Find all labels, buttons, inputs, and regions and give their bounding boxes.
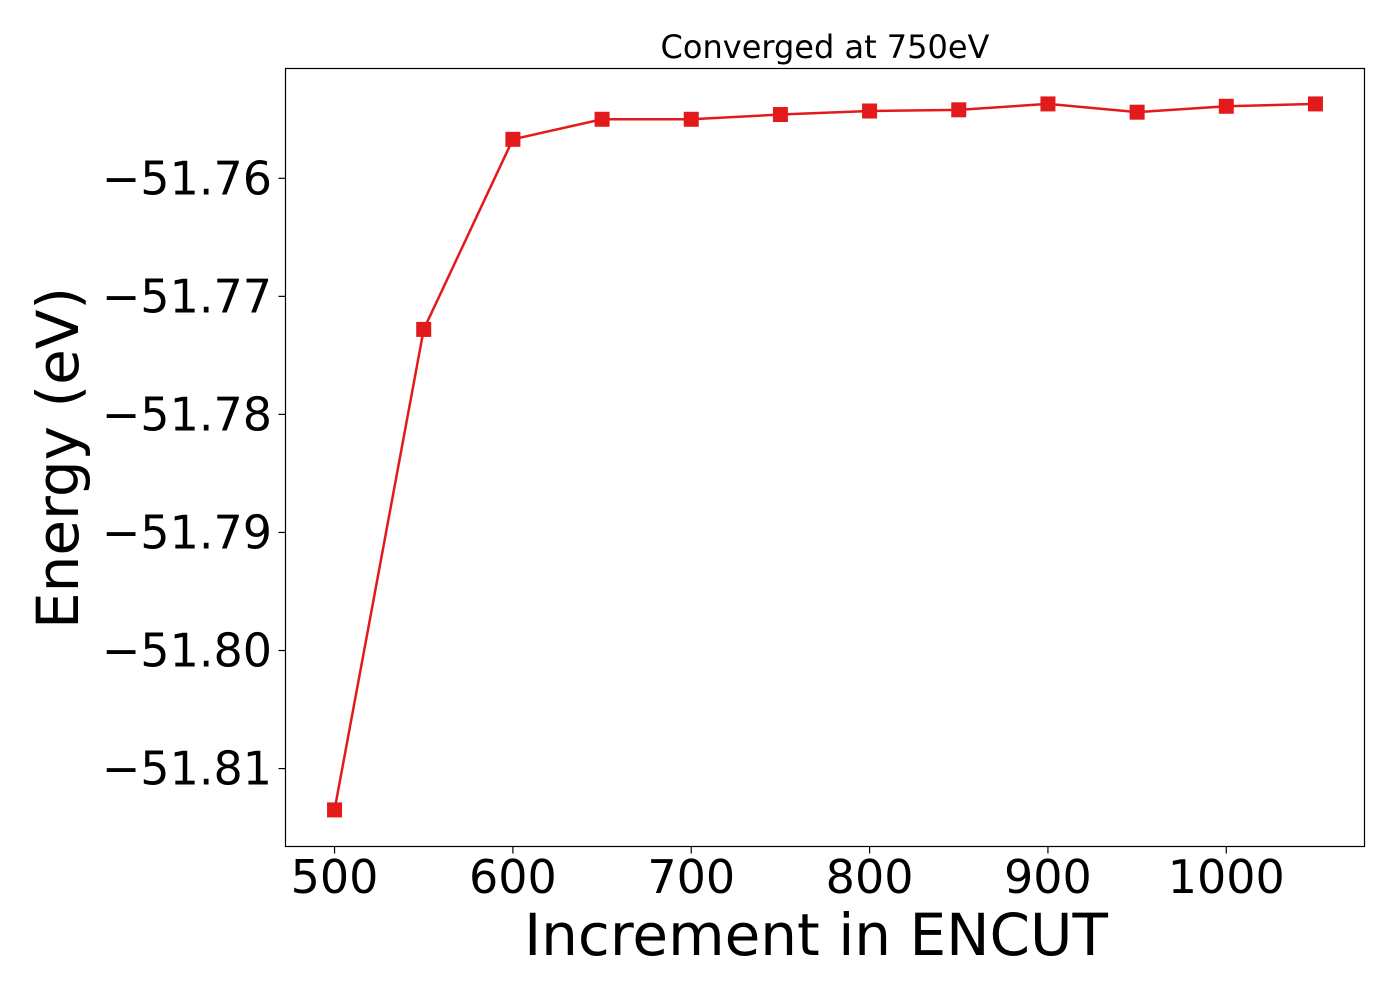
y-tick-label: −51.76 [102,151,272,205]
data-point-marker [862,103,878,119]
chart-title: Converged at 750eV [661,28,990,66]
x-tick-label: 900 [1004,850,1092,904]
x-axis-label: Increment in ENCUT [524,901,1108,969]
x-tick-label: 800 [826,850,914,904]
data-point-marker [594,111,610,127]
data-point-marker [1307,96,1323,112]
y-tick-label: −51.79 [102,505,272,559]
data-point-marker [1040,96,1056,112]
data-point-marker [683,111,699,127]
series-line [333,102,1316,811]
x-tick-label: 600 [469,850,557,904]
data-point-marker [416,321,432,337]
data-point-marker [327,802,343,818]
x-tick-label: 700 [647,850,735,904]
y-axis-ticks: −51.81 −51.80 −51.79 −51.78 −51.77 −51.76 [102,151,286,796]
series-layer [327,96,1323,818]
data-point-marker [505,131,521,147]
plot-area [284,67,1366,848]
data-point-marker [1129,104,1145,120]
x-tick-label: 500 [291,850,379,904]
data-point-marker [772,107,788,123]
x-axis-ticks: 500 600 700 800 900 1000 [291,846,1285,904]
data-point-marker [1218,98,1234,114]
data-point-marker [951,102,967,118]
y-tick-label: −51.81 [102,742,272,796]
x-tick-label: 1000 [1168,850,1285,904]
y-tick-label: −51.78 [102,387,272,441]
y-tick-label: −51.80 [102,624,272,678]
y-axis-label: Energy (eV) [24,287,92,629]
y-tick-label: −51.77 [102,269,272,323]
